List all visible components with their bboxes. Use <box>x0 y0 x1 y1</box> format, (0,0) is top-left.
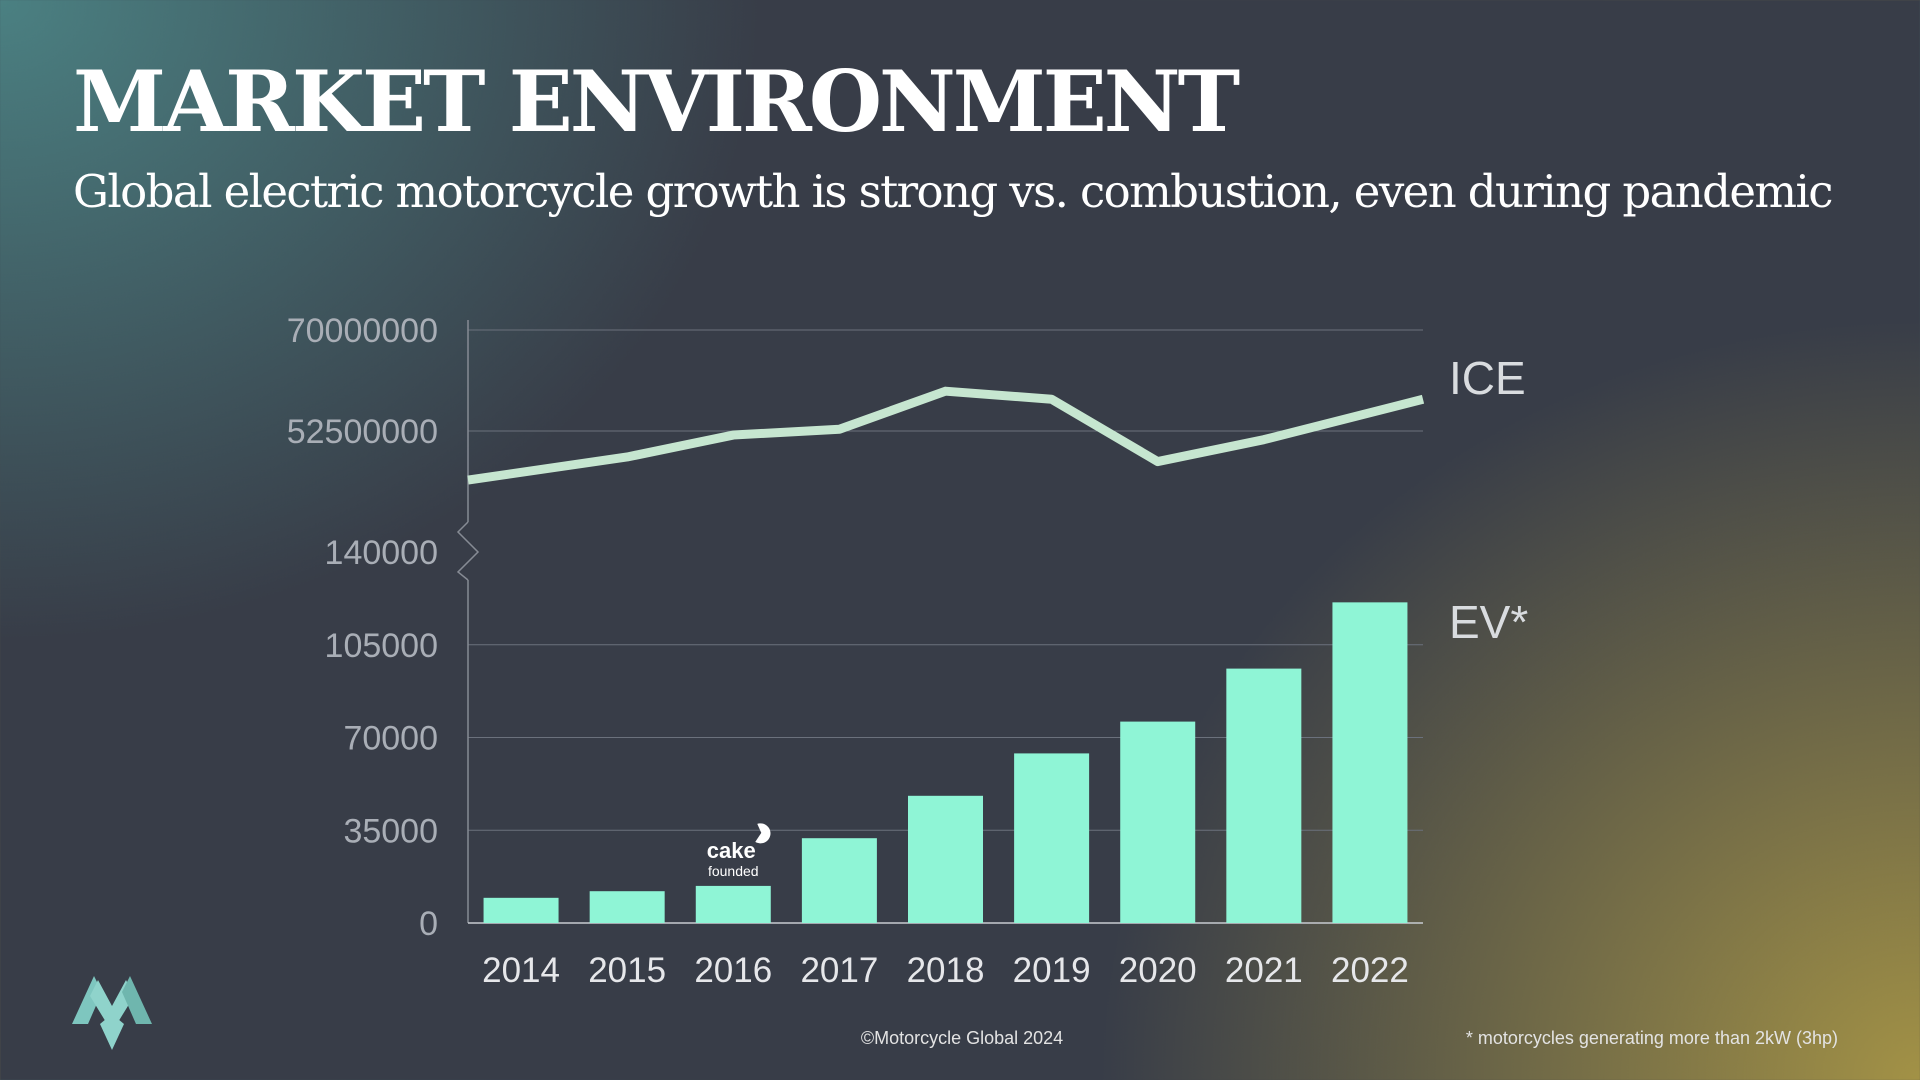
ev-bar <box>1332 602 1408 923</box>
motorcycle-global-logo-icon <box>72 976 152 1050</box>
x-tick-label: 2020 <box>1119 951 1197 990</box>
x-tick-label: 2021 <box>1225 951 1303 990</box>
ice-series-label: ICE <box>1449 352 1526 404</box>
ev-series-label: EV* <box>1449 596 1528 648</box>
x-tick-label: 2014 <box>482 951 560 990</box>
page-title: MARKET ENVIRONMENT <box>73 52 1240 151</box>
ev-bar <box>1226 668 1302 923</box>
ice-series-line <box>467 386 1425 485</box>
ev-bar <box>483 897 559 923</box>
chart-labels: 70000000 52500000 140000 105000 70000 35000 0 2… <box>287 312 1529 990</box>
ice-y-tick-label: 52500000 <box>287 413 438 451</box>
ev-y-tick-label: 140000 <box>325 534 438 572</box>
x-tick-label: 2019 <box>1013 951 1091 990</box>
x-tick-label: 2017 <box>800 951 878 990</box>
ev-bar <box>589 891 665 923</box>
ice-y-tick-label: 70000000 <box>287 312 438 350</box>
ev-bar <box>1014 753 1090 923</box>
ev-bars <box>483 602 1408 923</box>
ev-bar <box>1120 721 1196 923</box>
ev-bar <box>908 795 983 923</box>
ev-y-tick-label: 105000 <box>325 627 438 665</box>
x-tick-label: 2016 <box>694 951 772 990</box>
ev-bar <box>801 838 877 923</box>
ev-y-tick-label: 0 <box>419 905 438 943</box>
annotation-founded-text: founded <box>708 863 759 879</box>
axis-break-icon <box>456 521 480 581</box>
x-tick-label: 2015 <box>588 951 666 990</box>
copyright-text: ©Motorcycle Global 2024 <box>860 1028 1064 1048</box>
footnote-text: * motorcycles generating more than 2kW (… <box>1465 1028 1838 1048</box>
ev-y-tick-label: 35000 <box>343 812 438 850</box>
x-tick-label: 2018 <box>907 951 985 990</box>
x-tick-label: 2022 <box>1331 951 1409 990</box>
ev-y-tick-label: 70000 <box>343 720 438 758</box>
cake-brand-logo: cake <box>707 838 756 863</box>
page-subtitle: Global electric motorcycle growth is str… <box>73 165 1833 218</box>
cake-logo-icon <box>755 823 771 844</box>
ice-line-layer <box>467 386 1425 485</box>
ev-bar <box>695 885 771 923</box>
